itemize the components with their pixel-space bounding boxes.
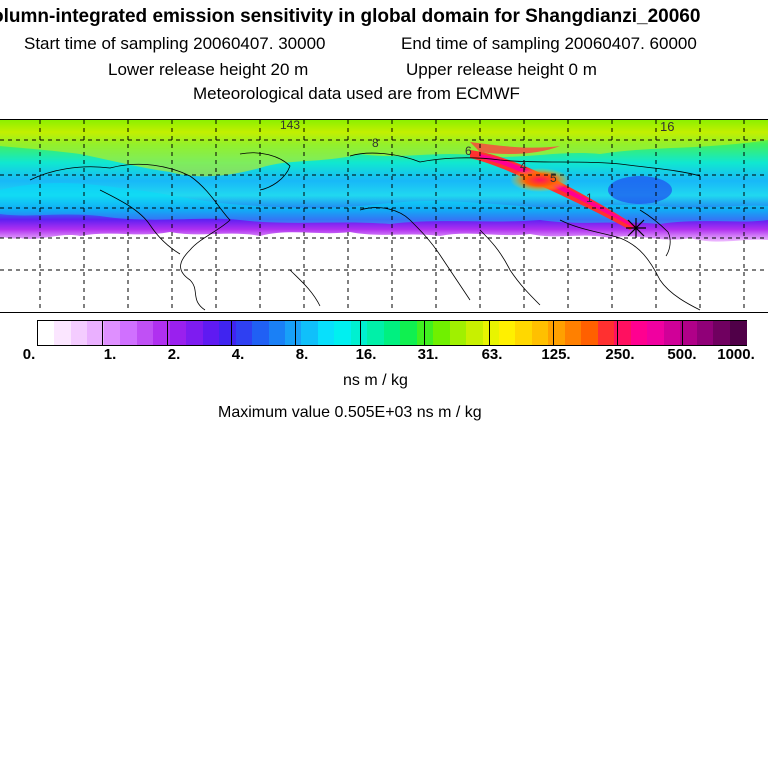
colorbar-swatch xyxy=(449,321,468,345)
yellow-swath xyxy=(0,120,768,177)
colorbar-swatch xyxy=(367,321,386,345)
colorbar-swatch xyxy=(696,321,715,345)
colorbar-swatch xyxy=(186,321,205,345)
colorbar-swatch xyxy=(581,321,600,345)
colorbar-divider xyxy=(102,321,104,345)
colorbar-tick: 63. xyxy=(481,346,503,363)
colorbar-swatch xyxy=(268,321,287,345)
map-label: 16 xyxy=(660,119,674,134)
colorbar-divider xyxy=(552,321,554,345)
colorbar-tick: 2. xyxy=(167,346,181,363)
colorbar-swatch xyxy=(252,321,270,345)
colorbar-swatch xyxy=(647,321,666,345)
colorbar-swatch xyxy=(499,321,517,345)
colorbar-swatch xyxy=(383,321,402,345)
colorbar-swatch xyxy=(120,321,139,345)
colorbar-divider xyxy=(166,321,168,345)
colorbar-tick: 4. xyxy=(231,346,245,363)
colorbar-swatch xyxy=(301,321,320,345)
colorbar-divider xyxy=(359,321,361,345)
lower-release-label: Lower release height 20 m xyxy=(108,60,309,79)
graticule xyxy=(0,120,768,312)
colorbar-swatch xyxy=(548,321,567,345)
colorbar-swatch xyxy=(38,321,56,345)
colorbar-divider xyxy=(295,321,297,345)
colorbar-swatch xyxy=(482,321,501,345)
colorbar-swatch xyxy=(466,321,484,345)
colorbar-swatch xyxy=(87,321,106,345)
colorbar-swatch xyxy=(317,321,336,345)
colorbar-swatch xyxy=(515,321,534,345)
colorbar-divider xyxy=(488,321,490,345)
start-time-label: Start time of sampling 20060407. 30000 xyxy=(24,34,326,53)
colorbar-swatch xyxy=(54,321,73,345)
map-label: 5 xyxy=(550,171,557,185)
map-label: 143 xyxy=(280,119,300,132)
colorbar-swatch xyxy=(663,321,682,345)
colorbar-swatch xyxy=(284,321,303,345)
met-data-label: Meteorological data used are from ECMWF xyxy=(193,84,520,103)
sensitivity-map: 143 16 8 6 4 5 1 xyxy=(0,119,768,313)
colorbar-swatch xyxy=(531,321,550,345)
map-label: 1 xyxy=(586,191,593,205)
colorbar-tick: 8. xyxy=(295,346,309,363)
colorbar-tick: 500. xyxy=(667,346,697,363)
colorbar-swatch xyxy=(614,321,633,345)
colorbar-swatch xyxy=(680,321,698,345)
colorbar-swatch xyxy=(70,321,89,345)
colorbar-swatch xyxy=(400,321,419,345)
coastlines xyxy=(29,152,701,311)
colorbar-tick: 16. xyxy=(355,346,377,363)
upper-release-label: Upper release height 0 m xyxy=(406,60,597,79)
max-value-label: Maximum value 0.505E+03 ns m / kg xyxy=(218,404,482,421)
colorbar-swatch xyxy=(713,321,731,345)
colorbar-swatch xyxy=(103,321,122,345)
colorbar-swatch xyxy=(202,321,221,345)
cyan-swath xyxy=(0,183,768,224)
colorbar-swatch xyxy=(153,321,172,345)
colorbar-swatch xyxy=(564,321,583,345)
colorbar-swatch xyxy=(219,321,237,345)
colorbar-swatch xyxy=(169,321,188,345)
colorbar-divider xyxy=(424,321,426,345)
plot-title: olumn-integrated emission sensitivity in… xyxy=(0,6,701,27)
colorbar-swatch xyxy=(597,321,616,345)
colorbar-tick: 0. xyxy=(22,346,36,363)
colorbar-swatch xyxy=(729,321,748,345)
colorbar xyxy=(37,320,748,346)
colorbar-divider xyxy=(681,321,683,345)
colorbar-swatch xyxy=(416,321,435,345)
colorbar-tick: 250. xyxy=(605,346,635,363)
end-time-label: End time of sampling 20060407. 60000 xyxy=(401,34,697,53)
colorbar-tick: 1000. xyxy=(717,346,755,363)
colorbar-swatch xyxy=(433,321,452,345)
colorbar-divider xyxy=(617,321,619,345)
colorbar-swatch xyxy=(350,321,369,345)
colorbar-tick: 31. xyxy=(417,346,439,363)
units-label: ns m / kg xyxy=(343,372,408,389)
emission-plume-core xyxy=(480,154,636,228)
map-label: 4 xyxy=(520,159,527,173)
colorbar-swatch xyxy=(334,321,353,345)
release-site-marker xyxy=(626,218,646,238)
colorbar-tick: 1. xyxy=(103,346,117,363)
colorbar-divider xyxy=(231,321,233,345)
colorbar-swatch xyxy=(235,321,254,345)
colorbar-tick: 125. xyxy=(541,346,571,363)
map-label: 8 xyxy=(372,136,379,150)
colorbar-swatch xyxy=(136,321,155,345)
map-label: 6 xyxy=(465,144,472,158)
colorbar-swatch xyxy=(630,321,649,345)
